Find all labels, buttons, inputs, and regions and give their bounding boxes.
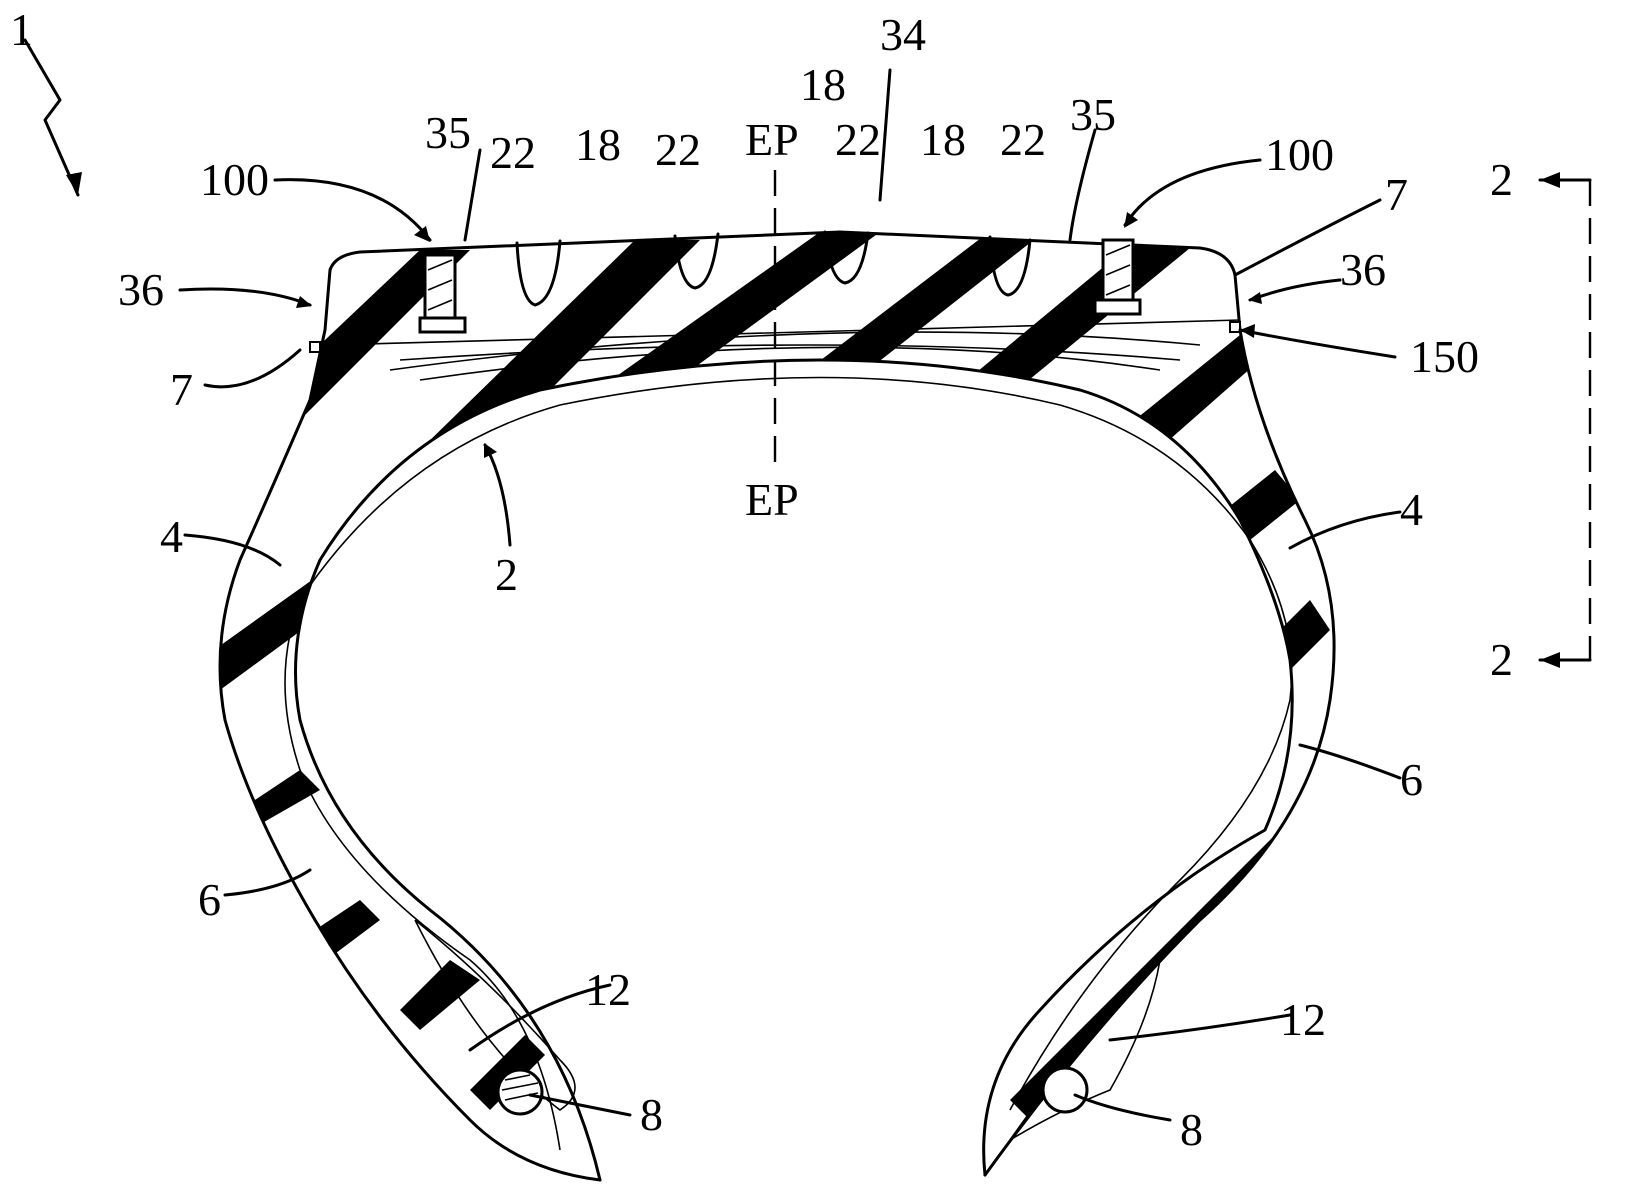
label-ep-top: EP: [745, 114, 799, 165]
label-sensor-left: 100: [200, 154, 269, 205]
label-shoulder-left: 35: [425, 107, 471, 158]
label-groove-b: 22: [655, 124, 701, 175]
reference-labels: 1 34 18 35 22 18 22 22 18 22 35 100 100 …: [10, 4, 1479, 1155]
tire-cross-section: [220, 232, 1334, 1180]
label-groove-d: 22: [1000, 114, 1046, 165]
label-groove-c: 22: [835, 114, 881, 165]
label-ep-bottom: EP: [745, 474, 799, 525]
label-belt-edge-left: 7: [170, 364, 193, 415]
label-sensor-right: 100: [1265, 129, 1334, 180]
label-sidewall-lower-left: 6: [198, 874, 221, 925]
label-sidewall-lower-right: 6: [1400, 754, 1423, 805]
label-bead-right: 8: [1180, 1104, 1203, 1155]
label-sidewall-upper-left: 4: [160, 511, 183, 562]
label-rib-a: 18: [800, 59, 846, 110]
label-shoulder-right: 35: [1070, 89, 1116, 140]
label-sidewall-upper-right: 4: [1400, 484, 1423, 535]
label-apex-left: 12: [585, 964, 631, 1015]
label-ply: 2: [495, 549, 518, 600]
label-tire: 1: [10, 4, 33, 55]
label-rib-c: 18: [920, 114, 966, 165]
label-rib-b: 18: [575, 119, 621, 170]
label-wire: 150: [1410, 331, 1479, 382]
label-edge-left: 36: [118, 264, 164, 315]
ply-stripes: [200, 232, 1340, 1120]
label-bead-left: 8: [640, 1089, 663, 1140]
label-section-top: 2: [1490, 154, 1513, 205]
groove-1: [517, 241, 560, 305]
label-edge-right: 36: [1340, 244, 1386, 295]
label-section-bottom: 2: [1490, 634, 1513, 685]
label-belt-edge-right: 7: [1385, 169, 1408, 220]
section-line: 2 2: [1490, 154, 1590, 685]
label-groove-a: 22: [490, 127, 536, 178]
label-apex-right: 12: [1280, 994, 1326, 1045]
label-crown: 34: [880, 9, 926, 60]
